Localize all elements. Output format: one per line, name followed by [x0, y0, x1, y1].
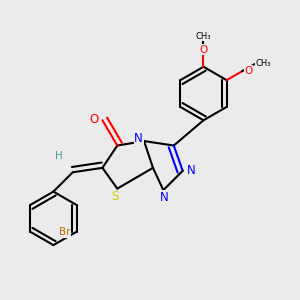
Text: O: O	[244, 66, 253, 76]
Text: N: N	[134, 132, 143, 145]
Text: Br: Br	[58, 227, 70, 237]
Text: N: N	[160, 191, 168, 204]
Text: CH₃: CH₃	[196, 32, 211, 41]
Text: CH₃: CH₃	[255, 59, 271, 68]
Text: H: H	[56, 151, 63, 161]
Text: O: O	[200, 45, 208, 55]
Text: O: O	[89, 113, 99, 126]
Text: S: S	[111, 190, 118, 203]
Text: N: N	[187, 164, 195, 177]
